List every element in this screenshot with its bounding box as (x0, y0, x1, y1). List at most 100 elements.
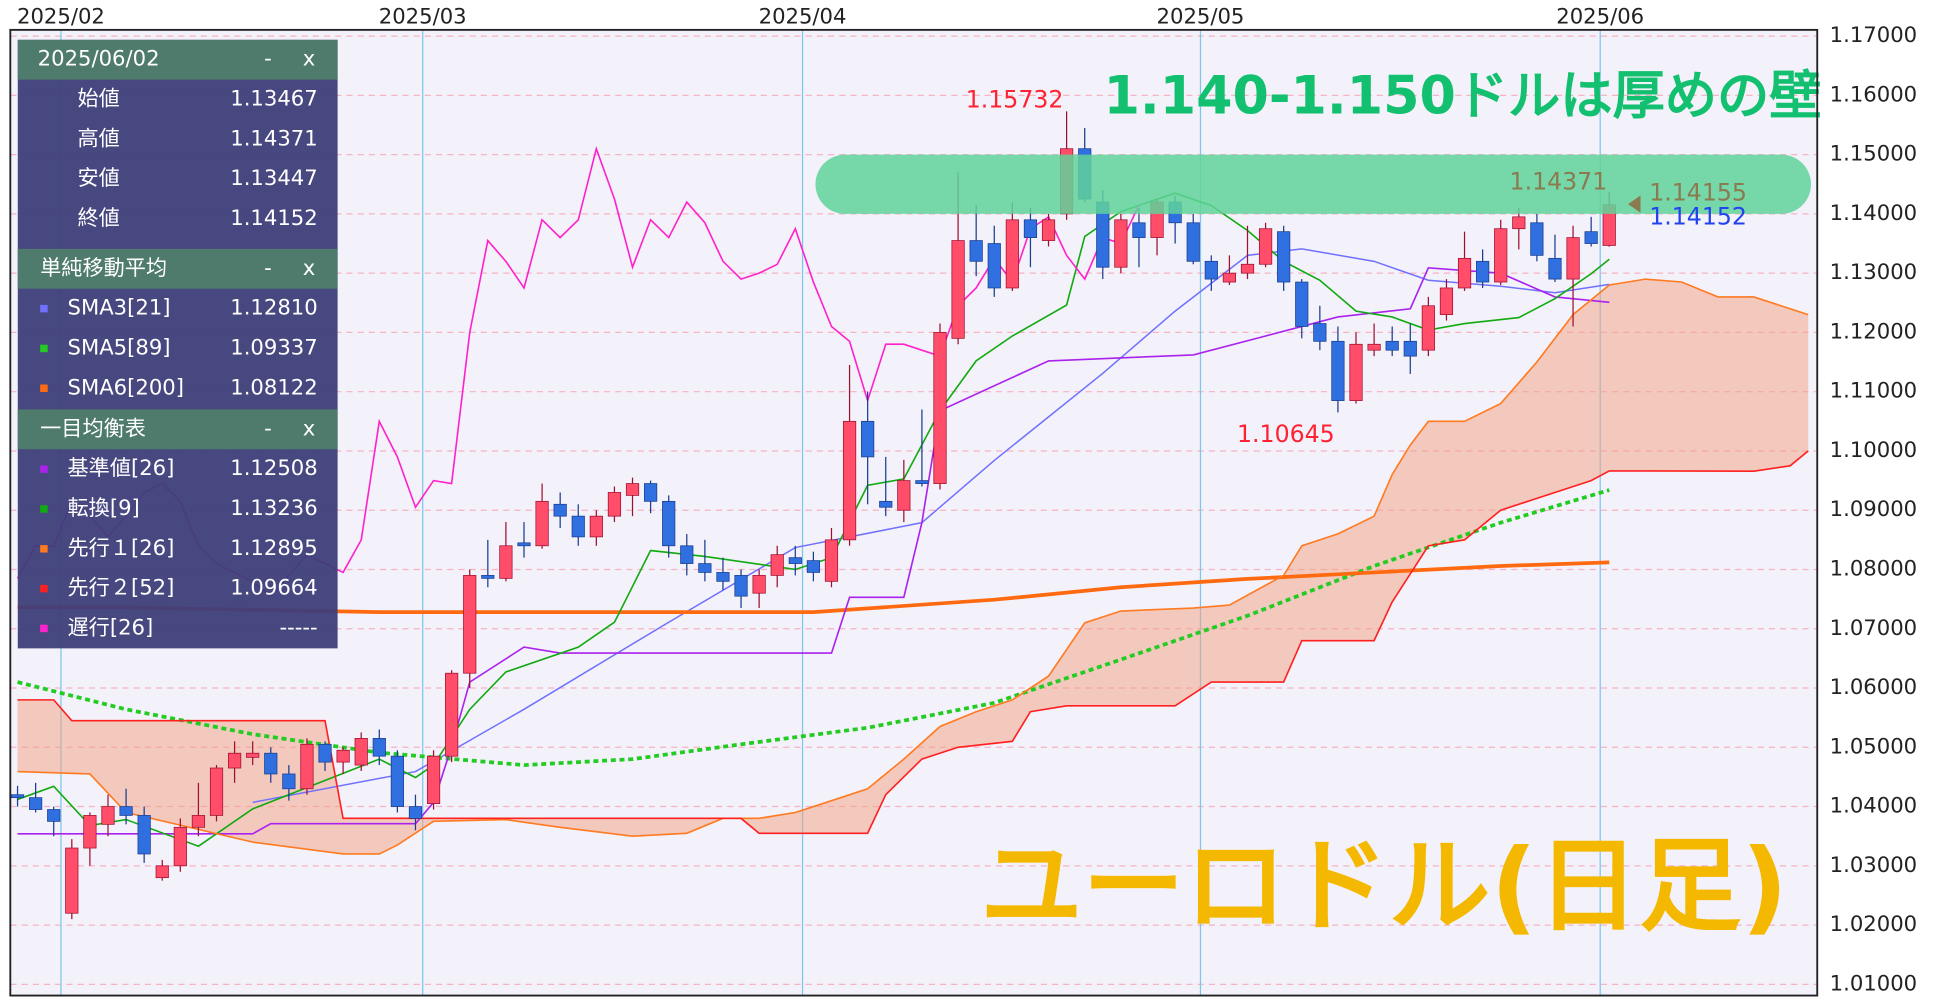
kumo-fill (17, 279, 1809, 854)
price-label: 1.15732 (966, 85, 1064, 113)
legend-swatch (40, 505, 48, 513)
candle-body (1222, 272, 1236, 283)
plot-border (9, 28, 1819, 997)
legend-swatch (40, 304, 48, 313)
candle-body (1367, 343, 1381, 351)
candle-body (1584, 231, 1598, 244)
candle-body (264, 752, 278, 775)
minimize-button[interactable]: - (264, 46, 272, 71)
candle-body (173, 826, 187, 867)
candle-body (933, 332, 947, 484)
y-tick-label: 1.15000 (1830, 141, 1917, 166)
candle-body (390, 755, 404, 807)
ohlc-value: 1.13447 (230, 165, 317, 190)
y-tick-label: 1.12000 (1830, 318, 1917, 343)
candle-body (535, 500, 549, 547)
axes: 1.17000 1.16000 1.15000 1.14000 1.13000 1.120… (17, 3, 1917, 995)
candle-body (336, 749, 350, 763)
legend-swatch (40, 384, 48, 392)
panel-bg (17, 39, 338, 649)
legend-label: SMA5[89] (68, 334, 171, 359)
candle-body (1331, 340, 1345, 401)
ohlc-label: 安値 (78, 165, 120, 190)
legend-swatch (40, 344, 48, 353)
legend-value: 1.12508 (230, 455, 317, 480)
candle-body (372, 738, 386, 757)
ohlc-label: 終値 (78, 205, 120, 230)
candle-body (300, 743, 314, 790)
y-tick-label: 1.04000 (1830, 793, 1917, 818)
candle-body (499, 545, 513, 579)
legend-value: ----- (280, 614, 318, 639)
y-tick-label: 1.09000 (1830, 496, 1917, 521)
candle-body (1349, 343, 1363, 401)
candle-body (1403, 340, 1417, 357)
candle-body (155, 865, 169, 879)
candles (10, 111, 1616, 920)
candle-body (1204, 260, 1218, 280)
candle-body (47, 809, 61, 822)
price-label: 1.14371 (1510, 167, 1608, 195)
candle-body (1005, 219, 1019, 289)
legend-swatch (40, 545, 48, 553)
candle-body (589, 515, 603, 538)
candle-body (137, 815, 151, 855)
x-tick-label: 2025/06 (1556, 3, 1644, 28)
legend-label: 遅行[26] (68, 614, 154, 639)
candle-body (1457, 257, 1472, 289)
candle-body (1530, 222, 1544, 256)
candle-body (897, 480, 911, 511)
candle-body (1240, 263, 1255, 274)
candle-body (788, 557, 802, 564)
annotation: 1.140-1.150ドルは厚めの壁 (1104, 66, 1822, 127)
indicator-line (17, 278, 1809, 855)
y-tick-label: 1.06000 (1830, 674, 1917, 699)
candle-body (426, 755, 441, 804)
legend-label: SMA3[21] (68, 295, 171, 320)
legend-label: 先行１[26] (68, 535, 175, 560)
indicator-line (17, 450, 1809, 835)
candle-body (680, 545, 694, 564)
legend-value: 1.09664 (230, 575, 317, 600)
candle-body (1023, 219, 1038, 238)
minimize-button[interactable]: - (264, 415, 272, 440)
candle-body (987, 243, 1001, 289)
candle-body (1439, 287, 1454, 316)
candle-body (101, 806, 115, 825)
legend-swatch (40, 584, 48, 593)
y-tick-label: 1.17000 (1830, 22, 1917, 47)
candle-body (806, 560, 820, 573)
indicator-line (17, 266, 1610, 835)
minimize-button[interactable]: - (264, 255, 272, 280)
legend-value: 1.12810 (230, 295, 317, 320)
panel-header-text: 一目均衡表 (40, 415, 146, 440)
candle-body (698, 563, 712, 573)
candle-body (408, 806, 423, 819)
panel-header (17, 248, 338, 289)
y-tick-label: 1.01000 (1830, 970, 1917, 995)
candle-body (734, 575, 748, 597)
close-button[interactable]: x (303, 255, 316, 280)
info-panel: 2025/06/02 - x 始値 1.13467 高値 1.14371 安値 1.13447 終… (17, 39, 338, 649)
panel-header-text: 単純移動平均 (40, 255, 167, 280)
candle-body (246, 752, 260, 758)
candle-body (625, 483, 640, 496)
candle-body (842, 420, 857, 541)
ohlc-label: 始値 (78, 86, 120, 111)
candle-body (191, 815, 206, 828)
resistance-zone (815, 154, 1812, 214)
candle-body (716, 572, 730, 582)
legend-label: 先行２[52] (68, 575, 175, 600)
close-button[interactable]: x (303, 415, 316, 440)
candle-body (571, 515, 585, 538)
candle-body (1476, 260, 1490, 283)
x-tick-label: 2025/02 (17, 3, 105, 28)
ohlc-label: 高値 (78, 125, 120, 150)
candle-body (1186, 222, 1200, 262)
close-button[interactable]: x (303, 46, 316, 71)
x-tick-label: 2025/04 (759, 3, 847, 28)
candle-body (1277, 231, 1291, 283)
candle-body (861, 420, 875, 458)
y-tick-label: 1.14000 (1830, 200, 1917, 225)
